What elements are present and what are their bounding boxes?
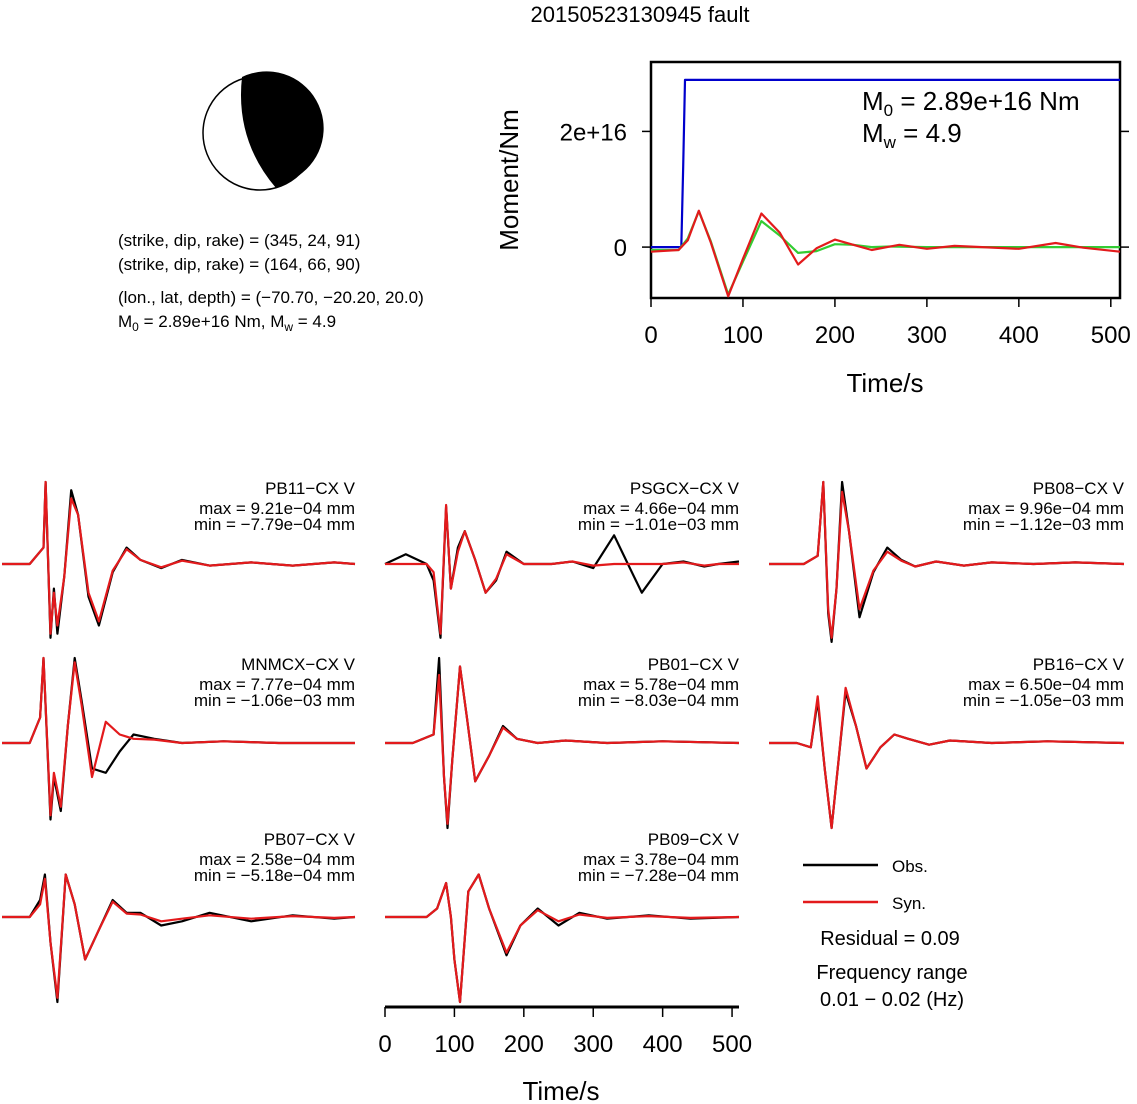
station-min: min = −1.12e−03 mm <box>963 515 1124 534</box>
station-max: max = 3.78e−04 mm <box>583 850 739 869</box>
station-max: max = 9.96e−04 mm <box>968 499 1124 518</box>
legend: Obs. Syn. <box>803 857 928 913</box>
beachball-icon <box>202 71 324 191</box>
moment-function-line <box>651 78 1120 249</box>
moment-xtick-label: 500 <box>1091 322 1131 349</box>
waveform-time-axis: 0 100 200 300 400 500 <box>378 1005 752 1058</box>
time-axis-tick-label: 400 <box>643 1031 683 1058</box>
source-time-function-line <box>651 210 1120 296</box>
waveform-time-axis-label: Time/s <box>522 1076 599 1104</box>
station-max: max = 5.78e−04 mm <box>583 675 739 694</box>
moment-rate-plot: 0 100 200 300 400 500 0 2e+16 Time/s Moment/Nm <box>494 60 1131 398</box>
time-axis-tick-label: 200 <box>504 1031 544 1058</box>
station-min: min = −5.18e−04 mm <box>194 866 355 885</box>
station-min: min = −1.01e−03 mm <box>578 515 739 534</box>
station-min: min = −7.28e−04 mm <box>578 866 739 885</box>
moment-plot-frame <box>649 60 1122 300</box>
observed-waveform-line <box>769 690 1125 830</box>
station-name: PB09−CX V <box>648 830 740 849</box>
moment-m0-label: M0 = 2.89e+16 Nm <box>862 86 1080 120</box>
synthetic-waveform-line <box>2 656 355 817</box>
mechanism-plane2: (strike, dip, rake) = (164, 66, 90) <box>118 255 360 274</box>
station-name: PB11−CX V <box>265 479 356 498</box>
station-name: PB08−CX V <box>1033 479 1125 498</box>
residual-label: Residual = 0.09 <box>820 928 960 950</box>
moment-xtick-label: 0 <box>644 322 657 349</box>
moment-xtick-label: 200 <box>815 322 855 349</box>
mechanism-magnitude: M0 = 2.89e+16 Nm, Mw = 4.9 <box>118 312 336 334</box>
mechanism-location: (lon., lat, depth) = (−70.70, −20.20, 20… <box>118 288 424 307</box>
frequency-range-title: Frequency range <box>816 962 967 984</box>
moment-ytick-label: 2e+16 <box>560 119 627 146</box>
synthetic-waveform-line <box>769 686 1125 830</box>
station-name: PB16−CX V <box>1033 655 1125 674</box>
moment-xtick-label: 400 <box>999 322 1039 349</box>
moment-xlabel: Time/s <box>846 368 923 398</box>
station-name: PSGCX−CX V <box>630 479 740 498</box>
station-name: PB01−CX V <box>648 655 740 674</box>
station-max: max = 9.21e−04 mm <box>199 499 355 518</box>
station-min: min = −8.03e−04 mm <box>578 691 739 710</box>
moment-xtick-label: 100 <box>723 322 763 349</box>
synthetic-waveform-line <box>385 503 739 635</box>
moment-ytick-label: 0 <box>614 235 627 262</box>
figure-title: 20150523130945 fault <box>531 2 750 27</box>
time-axis-tick-label: 0 <box>378 1031 391 1058</box>
station-name: MNMCX−CX V <box>241 655 355 674</box>
time-axis-tick-label: 500 <box>712 1031 752 1058</box>
synthetic-waveform-line <box>385 873 740 1004</box>
station-min: min = −1.06e−03 mm <box>194 691 355 710</box>
frequency-range-value: 0.01 − 0.02 (Hz) <box>820 989 964 1011</box>
legend-obs-label: Obs. <box>892 857 928 876</box>
moment-xtick-label: 300 <box>907 322 947 349</box>
station-name: PB07−CX V <box>264 830 356 849</box>
station-max: max = 4.66e−04 mm <box>583 499 739 518</box>
synthetic-stf-line <box>650 209 1121 298</box>
synthetic-waveform-line <box>385 665 740 825</box>
station-max: max = 2.58e−04 mm <box>199 850 355 869</box>
station-min: min = −7.79e−04 mm <box>194 515 355 534</box>
station-max: max = 6.50e−04 mm <box>968 675 1124 694</box>
synthetic-waveform-line <box>2 873 356 999</box>
mechanism-plane1: (strike, dip, rake) = (345, 24, 91) <box>118 231 360 250</box>
time-axis-tick-label: 100 <box>434 1031 474 1058</box>
synthetic-waveform-line <box>2 480 356 635</box>
legend-syn-label: Syn. <box>892 894 926 913</box>
synthetic-waveform-line <box>769 480 1125 639</box>
station-min: min = −1.05e−03 mm <box>963 691 1124 710</box>
observed-waveform-line <box>385 873 740 1004</box>
moment-ylabel: Moment/Nm <box>494 109 524 251</box>
station-max: max = 7.77e−04 mm <box>199 675 355 694</box>
moment-mw-label: Mw = 4.9 <box>862 118 962 152</box>
time-axis-tick-label: 300 <box>573 1031 613 1058</box>
